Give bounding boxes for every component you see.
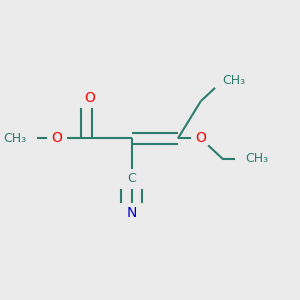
Text: C: C bbox=[128, 172, 136, 185]
Text: CH₃: CH₃ bbox=[4, 132, 27, 145]
Text: CH₃: CH₃ bbox=[222, 74, 245, 88]
Text: N: N bbox=[127, 206, 137, 220]
Text: CH₃: CH₃ bbox=[245, 152, 268, 165]
Text: O: O bbox=[84, 91, 95, 105]
Text: O: O bbox=[195, 131, 206, 146]
Text: O: O bbox=[52, 131, 62, 146]
